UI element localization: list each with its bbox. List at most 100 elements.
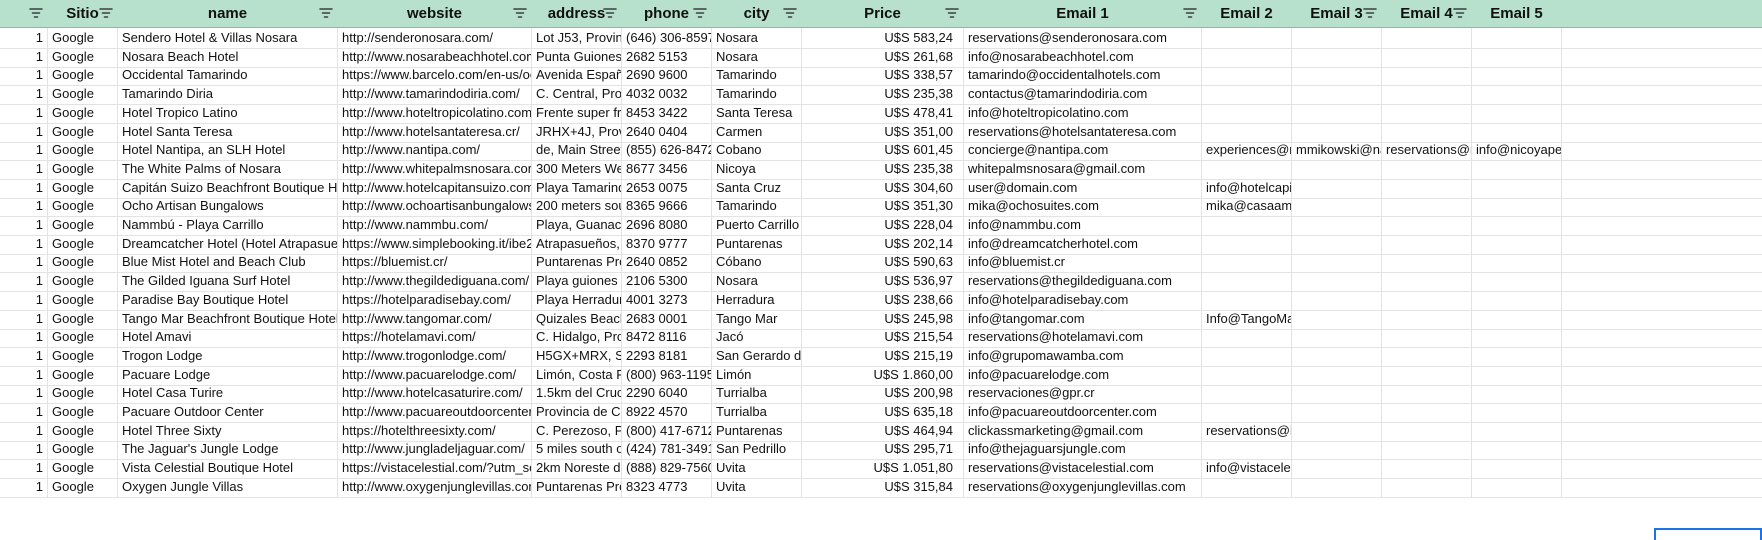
cell-sitio[interactable]: Google — [48, 271, 118, 292]
cell-name[interactable]: The Jaguar's Jungle Lodge — [118, 439, 338, 460]
cell-price[interactable]: U$S 464,94 — [802, 420, 964, 441]
cell-address[interactable]: Puntarenas Prov — [532, 476, 622, 497]
header-email-4[interactable]: Email 4 — [1382, 0, 1472, 27]
cell-address[interactable]: H5GX+MRX, Sar — [532, 345, 622, 366]
cell-email-5[interactable] — [1472, 308, 1562, 329]
cell-email-1[interactable]: info@dreamcatcherhotel.com — [964, 233, 1202, 254]
cell-email-3[interactable] — [1292, 233, 1382, 254]
cell-address[interactable]: 5 miles south of — [532, 439, 622, 460]
cell-email-3[interactable] — [1292, 383, 1382, 404]
cell-email-2[interactable] — [1202, 345, 1292, 366]
cell-sitio[interactable]: Google — [48, 84, 118, 105]
cell-address[interactable]: JRHX+4J, Provin — [532, 121, 622, 142]
cell-price[interactable]: U$S 536,97 — [802, 271, 964, 292]
cell-name[interactable]: Occidental Tamarindo — [118, 65, 338, 86]
cell-email-5[interactable] — [1472, 196, 1562, 217]
cell-email-3[interactable] — [1292, 196, 1382, 217]
cell-email-4[interactable] — [1382, 177, 1472, 198]
cell-website[interactable]: http://www.hotelcapitansuizo.com/ — [338, 177, 532, 198]
cell-phone[interactable]: 2696 8080 — [622, 215, 712, 235]
cell-website[interactable]: https://vistacelestial.com/?utm_sour — [338, 458, 532, 479]
cell-email-1[interactable]: tamarindo@occidentalhotels.com — [964, 65, 1202, 86]
cell-email-1[interactable]: info@tangomar.com — [964, 308, 1202, 329]
cell-email-1[interactable]: clickassmarketing@gmail.com — [964, 420, 1202, 441]
cell-city[interactable]: Tamarindo — [712, 196, 802, 217]
cell-email-3[interactable] — [1292, 177, 1382, 198]
cell-email-2[interactable] — [1202, 327, 1292, 348]
cell-phone[interactable]: 4032 0032 — [622, 84, 712, 105]
cell-price[interactable]: U$S 601,45 — [802, 140, 964, 161]
cell-email-1[interactable]: reservaciones@gpr.cr — [964, 383, 1202, 404]
cell-website[interactable]: http://www.ochoartisanbungalows.co — [338, 196, 532, 217]
cell-email-3[interactable] — [1292, 84, 1382, 105]
selected-cell[interactable] — [1654, 528, 1762, 540]
cell-city[interactable]: Nicoya — [712, 158, 802, 179]
cell-email-4[interactable] — [1382, 252, 1472, 273]
cell-sitio[interactable]: Google — [48, 252, 118, 273]
cell-sitio[interactable]: Google — [48, 327, 118, 348]
cell-sitio[interactable]: Google — [48, 476, 118, 497]
cell-email-4[interactable] — [1382, 383, 1472, 404]
cell-website[interactable]: https://hotelamavi.com/ — [338, 327, 532, 348]
cell-name[interactable]: Nammbú - Playa Carrillo — [118, 215, 338, 235]
cell-website[interactable]: https://hotelthreesixty.com/ — [338, 420, 532, 441]
cell-address[interactable]: 1.5km del Cruce — [532, 383, 622, 404]
cell-website[interactable]: https://hotelparadisebay.com/ — [338, 289, 532, 310]
cell-city[interactable]: Puntarenas — [712, 420, 802, 441]
cell-email-1[interactable]: info@grupomawamba.com — [964, 345, 1202, 366]
header-email-2[interactable]: Email 2 — [1202, 0, 1292, 27]
cell-email-1[interactable]: info@pacuareoutdoorcenter.com — [964, 402, 1202, 422]
cell-city[interactable]: Turrialba — [712, 402, 802, 422]
cell-phone[interactable]: (424) 781-3491 — [622, 439, 712, 460]
cell-name[interactable]: Pacuare Outdoor Center — [118, 402, 338, 422]
filter-icon[interactable] — [512, 5, 528, 21]
cell-address[interactable]: Frente super fres — [532, 102, 622, 123]
cell-sitio[interactable]: Google — [48, 289, 118, 310]
filter-icon[interactable] — [28, 5, 44, 21]
cell-email-3[interactable] — [1292, 158, 1382, 179]
cell-price[interactable]: U$S 245,98 — [802, 308, 964, 329]
filter-icon[interactable] — [602, 5, 618, 21]
cell-city[interactable]: Tango Mar — [712, 308, 802, 329]
header-price[interactable]: Price — [802, 0, 964, 27]
cell-email-5[interactable] — [1472, 420, 1562, 441]
cell-city[interactable]: Santa Teresa — [712, 102, 802, 123]
cell-email-2[interactable] — [1202, 158, 1292, 179]
cell-email-1[interactable]: contactus@tamarindodiria.com — [964, 84, 1202, 105]
filter-icon[interactable] — [98, 5, 114, 21]
cell-website[interactable]: http://www.whitepalmsnosara.com/ — [338, 158, 532, 179]
header-name[interactable]: name — [118, 0, 338, 27]
cell-email-4[interactable] — [1382, 345, 1472, 366]
cell-email-2[interactable] — [1202, 252, 1292, 273]
cell-email-4[interactable] — [1382, 289, 1472, 310]
cell-website[interactable]: https://www.barcelo.com/en-us/occid — [338, 65, 532, 86]
cell-phone[interactable]: 8370 9777 — [622, 233, 712, 254]
cell-row-index[interactable]: 1 — [0, 308, 48, 329]
cell-city[interactable]: Jacó — [712, 327, 802, 348]
filter-icon[interactable] — [1452, 5, 1468, 21]
cell-email-2[interactable] — [1202, 383, 1292, 404]
cell-row-index[interactable]: 1 — [0, 458, 48, 479]
cell-row-index[interactable]: 1 — [0, 476, 48, 497]
cell-email-2[interactable]: info@vistacelestial.com — [1202, 458, 1292, 479]
cell-address[interactable]: Atrapasueños, D — [532, 233, 622, 254]
cell-website[interactable]: http://www.trogonlodge.com/ — [338, 345, 532, 366]
cell-website[interactable]: http://www.hotelcasaturire.com/ — [338, 383, 532, 404]
cell-city[interactable]: Tamarindo — [712, 84, 802, 105]
cell-price[interactable]: U$S 228,04 — [802, 215, 964, 235]
cell-email-4[interactable] — [1382, 158, 1472, 179]
cell-city[interactable]: Santa Cruz — [712, 177, 802, 198]
cell-email-4[interactable] — [1382, 420, 1472, 441]
header-email-5[interactable]: Email 5 — [1472, 0, 1562, 27]
filter-icon[interactable] — [1182, 5, 1198, 21]
cell-email-4[interactable] — [1382, 28, 1472, 48]
cell-website[interactable]: http://www.hoteltropicolatino.com/ — [338, 102, 532, 123]
cell-city[interactable]: Carmen — [712, 121, 802, 142]
cell-phone[interactable]: (888) 829-7560 — [622, 458, 712, 479]
cell-city[interactable]: Nosara — [712, 28, 802, 48]
cell-row-index[interactable]: 1 — [0, 177, 48, 198]
cell-email-3[interactable] — [1292, 308, 1382, 329]
cell-phone[interactable]: 8453 3422 — [622, 102, 712, 123]
cell-email-2[interactable] — [1202, 476, 1292, 497]
cell-price[interactable]: U$S 315,84 — [802, 476, 964, 497]
